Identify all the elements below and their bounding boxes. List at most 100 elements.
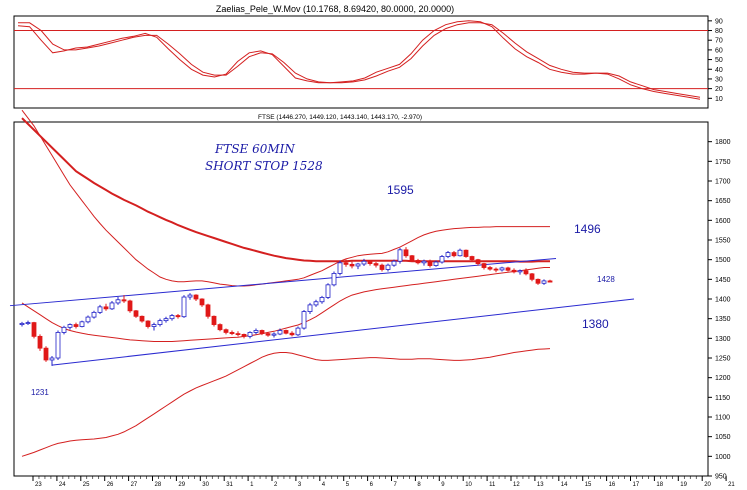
date-tick-label: 5 [346,482,350,488]
candle-body [289,332,295,336]
candle [139,315,145,323]
candle-body [103,306,109,310]
date-tick-label: 3 [298,482,302,488]
candle-body [187,294,193,298]
candle-body [259,330,265,335]
candle [301,310,307,330]
candle [145,320,151,329]
candle [391,259,397,267]
candle [235,331,241,337]
candle-body [265,333,271,336]
candle-body [55,332,61,359]
candle-body [235,333,241,336]
indicator-series-line [18,22,701,98]
moving-average-line [21,117,550,263]
candle-body [181,296,187,318]
trend-line [51,298,635,366]
date-tick-label: 7 [394,482,398,488]
price-tick-label: 1750 [715,159,731,166]
candle [457,248,463,257]
candle [37,334,43,351]
price-tick-label: 1400 [715,297,731,304]
candle [73,322,79,329]
date-tick-label: 26 [107,482,114,488]
price-tick-label: 1150 [715,395,730,402]
date-tick-label: 4 [322,482,326,488]
date-tick-label: 17 [633,482,640,488]
level-label-1595: 1595 [387,183,414,197]
candle-body [253,330,259,333]
indicator-tick-label: 40 [715,67,723,74]
indicator-tick-label: 50 [715,57,723,64]
candle [511,268,517,274]
indicator-tick-label: 80 [715,28,723,35]
candle [67,323,73,330]
candle-body [217,324,223,331]
candle [265,332,271,337]
candle-body [199,298,205,306]
candle [385,263,391,272]
candle [259,329,265,336]
candle [205,303,211,319]
candle [43,346,49,362]
indicator-tick-label: 60 [715,47,723,54]
date-tick-label: 31 [226,482,233,488]
candle [355,262,361,270]
note-line-2: SHORT STOP 1528 [205,159,323,173]
indicator-title: Zaelias_Pele_W.Mov (10.1768, 8.69420, 80… [216,4,454,14]
price-tick-label: 1200 [715,375,731,382]
candle-body [295,327,301,336]
candle [55,330,61,360]
candle-body [31,322,37,337]
candle-body [427,260,433,266]
candle [535,278,541,285]
candle-body [19,322,25,325]
candle [181,295,187,318]
candle-body [451,252,457,257]
date-tick-label: 12 [513,482,520,488]
middle-band-line [21,267,550,342]
candle [25,320,31,325]
candle-body [373,263,379,266]
candle-body [79,321,85,327]
candle [487,265,493,271]
candle [103,303,109,311]
date-tick-label: 14 [561,482,568,488]
candle [19,321,25,327]
candle [547,279,553,283]
candle-body [121,299,127,302]
indicator-tick-label: 90 [715,18,723,25]
candle-body [349,263,355,267]
candle-body [223,329,229,333]
candle [523,268,529,276]
date-tick-label: 8 [417,482,421,488]
candle [283,329,289,335]
candle-body [157,320,163,325]
candle-body [439,256,445,263]
candle [217,323,223,332]
candle [277,328,283,336]
candle-body [529,273,535,280]
date-tick-label: 9 [441,482,445,488]
candle [439,254,445,264]
candle [307,302,313,314]
candle-body [169,315,175,320]
date-tick-label: 20 [704,482,711,488]
date-tick-label: 16 [609,482,616,488]
candle-body [25,322,31,325]
candle-body [211,315,217,325]
candle-body [109,302,115,310]
candle [115,297,121,305]
candle-body [115,299,121,304]
lower-band-line [21,348,551,457]
date-tick-label: 28 [155,482,162,488]
price-tick-label: 1800 [715,139,731,146]
candle-body [319,297,325,303]
candle [421,259,427,266]
candle-body [397,249,403,262]
candle-body [517,270,523,273]
candle [337,260,343,276]
candle [211,315,217,327]
candle-body [481,263,487,268]
candle [475,258,481,266]
